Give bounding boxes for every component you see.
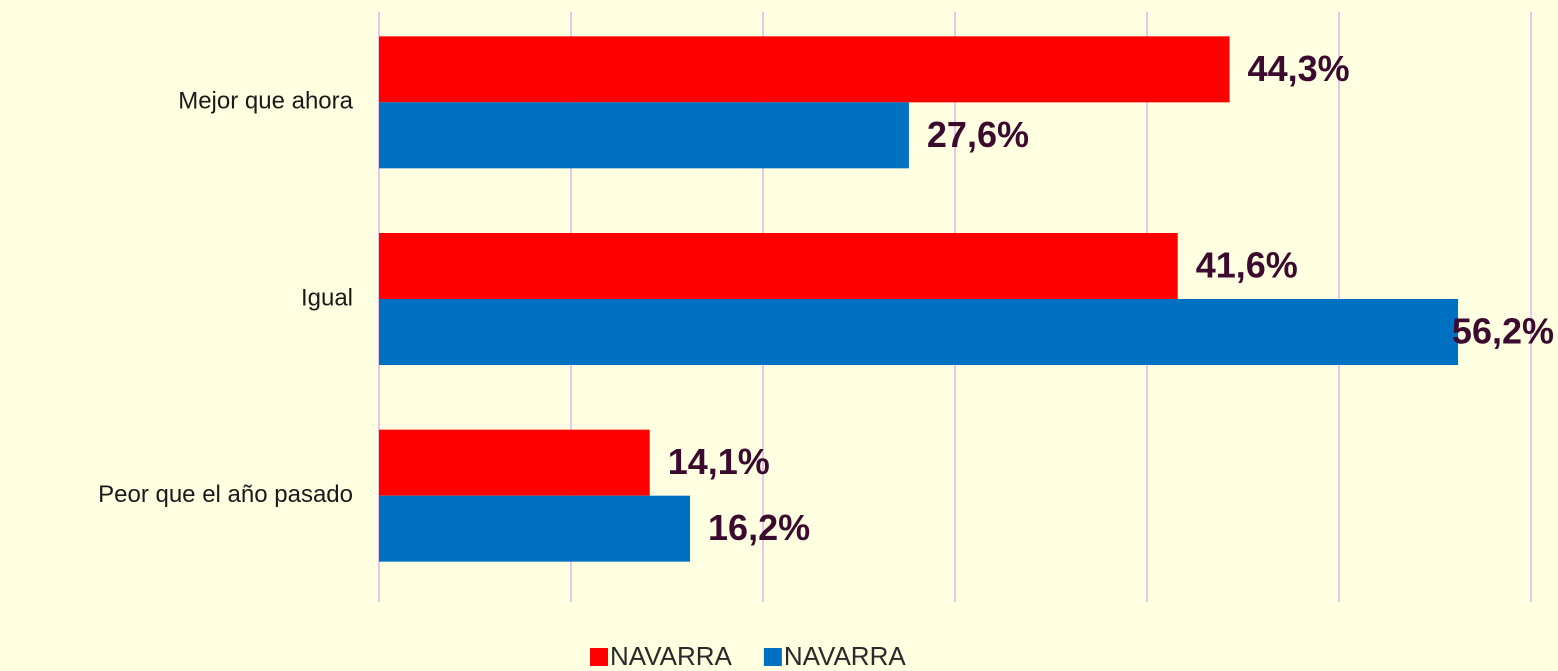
legend-swatch — [590, 648, 608, 666]
bar — [379, 233, 1178, 299]
bar — [379, 102, 909, 169]
bar — [379, 36, 1230, 103]
data-label: 27,6% — [927, 114, 1029, 155]
bar — [379, 299, 1459, 365]
bar — [379, 429, 650, 496]
legend-swatch — [763, 648, 782, 666]
y-tick-label: Peor que el año pasado — [98, 481, 353, 508]
data-label: 41,6% — [1196, 245, 1298, 286]
data-label: 16,2% — [708, 507, 810, 548]
y-tick-label: Mejor que ahora — [178, 88, 353, 115]
data-label: 56,2% — [1452, 311, 1554, 352]
bar — [379, 495, 691, 562]
legend-label: NAVARRA — [610, 641, 732, 671]
data-label: 14,1% — [668, 441, 770, 482]
y-tick-label: Igual — [301, 284, 353, 311]
legend-label: NAVARRA — [784, 641, 906, 671]
data-label: 44,3% — [1248, 48, 1350, 89]
